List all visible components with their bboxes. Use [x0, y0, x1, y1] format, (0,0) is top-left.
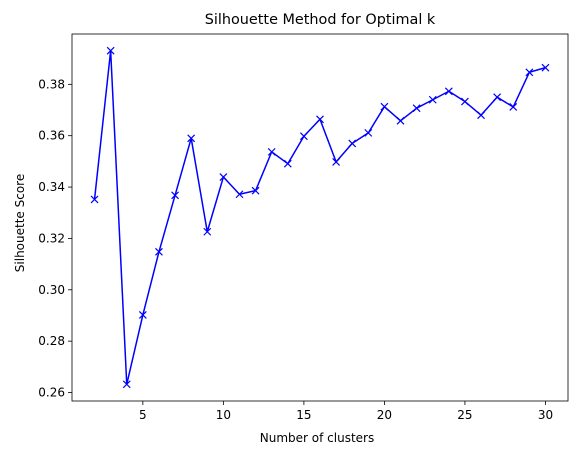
- data-point-marker: [155, 247, 163, 256]
- plot-frame: [71, 33, 569, 402]
- data-point-marker: [283, 159, 292, 168]
- data-point-marker: [525, 68, 534, 77]
- y-axis-label: Silhouette Score: [13, 174, 27, 272]
- y-tick-label: 0.28: [38, 334, 65, 348]
- data-point-marker: [251, 186, 260, 195]
- x-tick-label: 20: [377, 408, 392, 422]
- x-tick-label: 25: [457, 408, 472, 422]
- data-point-marker: [493, 93, 502, 102]
- y-tick-label: 0.26: [38, 386, 65, 400]
- data-point-marker: [106, 46, 115, 55]
- data-point-marker: [90, 195, 99, 204]
- x-tick-label: 30: [538, 408, 553, 422]
- x-tick-label: 5: [139, 408, 147, 422]
- y-tick-label: 0.34: [38, 180, 65, 194]
- data-point-marker: [509, 103, 518, 111]
- data-point-marker: [348, 139, 357, 148]
- data-point-marker: [444, 87, 453, 96]
- data-point-marker: [316, 115, 324, 124]
- y-tick-label: 0.38: [38, 77, 65, 91]
- data-point-marker: [461, 97, 469, 106]
- data-point-marker: [380, 102, 389, 111]
- x-tick-label: 15: [296, 408, 311, 422]
- data-point-marker: [203, 227, 212, 236]
- x-tick-label: 10: [216, 408, 231, 422]
- data-point-marker: [219, 173, 228, 181]
- x-axis-ticks: 5 10 15 20 25 30: [139, 401, 553, 422]
- plot-area: [71, 33, 569, 402]
- data-point-marker: [171, 191, 179, 200]
- data-point-marker: [412, 104, 421, 113]
- data-point-marker: [332, 157, 341, 166]
- data-point-marker: [235, 190, 244, 199]
- data-point-marker: [187, 134, 196, 143]
- data-point-marker: [477, 111, 485, 120]
- data-point-marker: [396, 116, 405, 125]
- y-tick-label: 0.32: [38, 231, 65, 245]
- data-point-marker: [267, 147, 276, 156]
- data-point-marker: [541, 63, 550, 72]
- data-point-marker: [428, 95, 437, 104]
- y-axis-ticks: 0.26 0.28 0.30 0.32 0.34 0.36 0.38: [38, 77, 72, 400]
- chart-title: Silhouette Method for Optimal k: [205, 12, 436, 28]
- y-tick-label: 0.30: [38, 283, 65, 297]
- x-axis-label: Number of clusters: [260, 431, 374, 445]
- data-point-marker: [364, 128, 373, 137]
- series-line: [93, 49, 546, 386]
- series-layer: [90, 46, 550, 389]
- data-point-marker: [122, 380, 131, 389]
- y-tick-label: 0.36: [38, 129, 65, 143]
- data-point-marker: [299, 132, 308, 141]
- data-point-marker: [138, 311, 147, 319]
